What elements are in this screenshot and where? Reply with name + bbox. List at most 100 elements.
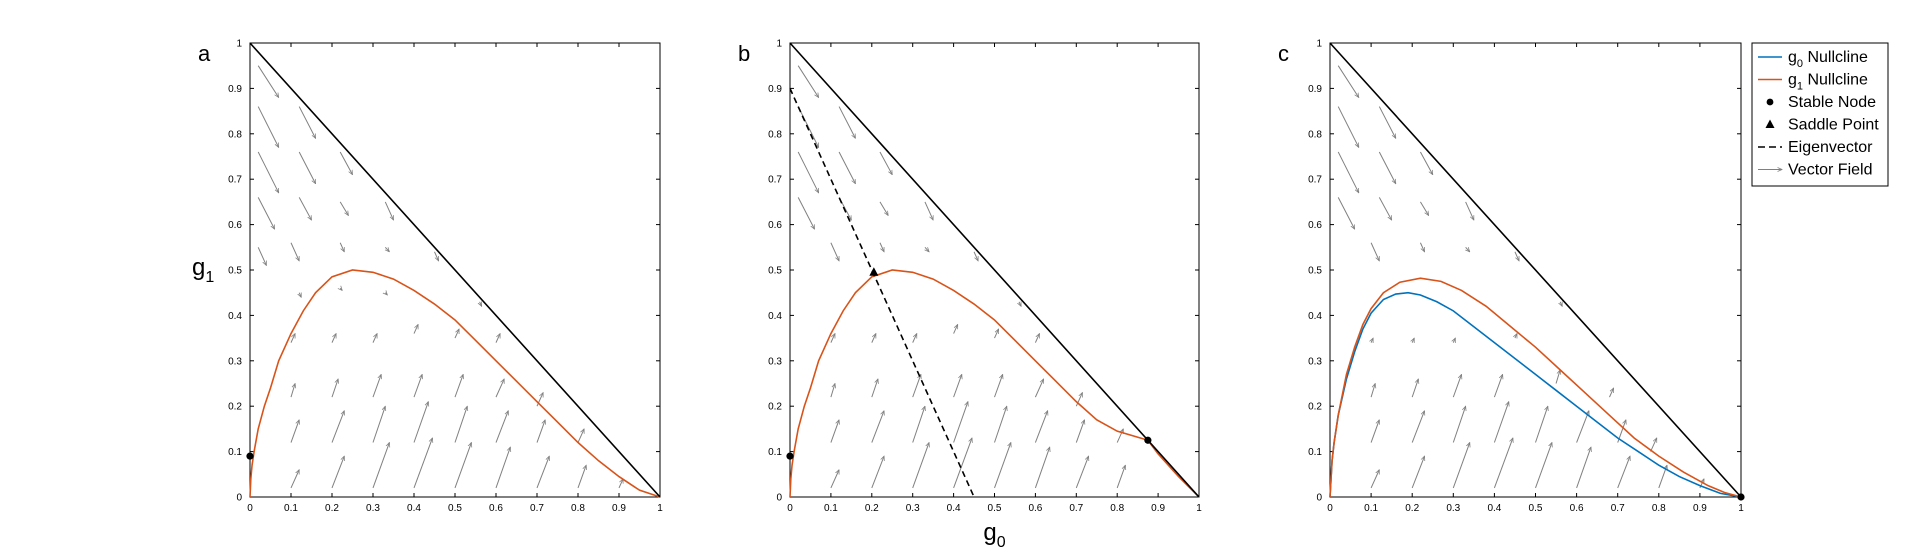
x-tick-label: 0.6 [1570, 503, 1584, 514]
vector-arrow [1493, 402, 1508, 443]
vector-arrow [1034, 379, 1045, 398]
x-tick-label: 0 [787, 503, 793, 514]
vector-arrow [797, 65, 818, 98]
vector-arrow [413, 438, 432, 489]
vector-arrow [830, 384, 835, 398]
vector-arrow [912, 374, 921, 398]
vector-arrow [331, 411, 344, 443]
y-tick-label: 0.1 [228, 447, 242, 458]
legend-dot-icon [1766, 98, 1774, 106]
vector-arrow [1617, 456, 1630, 489]
vector-arrow [1371, 338, 1374, 343]
vector-arrow [1515, 334, 1518, 339]
y-tick-label: 0.6 [1308, 220, 1322, 231]
vector-arrow [1419, 242, 1425, 252]
vector-arrow [1034, 447, 1049, 489]
vector-arrow [1650, 438, 1658, 452]
y-tick-label: 0.7 [228, 175, 242, 186]
series-boundary [789, 42, 1200, 498]
vector-arrow [577, 429, 585, 443]
x-tick-label: 0.2 [865, 503, 879, 514]
vector-arrow [871, 456, 884, 489]
x-tick-label: 0.8 [1652, 503, 1666, 514]
vector-arrow [830, 420, 839, 443]
series-g1-nullcline [1329, 277, 1742, 498]
vector-arrow [1370, 384, 1375, 398]
vector-arrow [1535, 443, 1552, 489]
vector-arrow [372, 334, 378, 343]
vector-arrow [1452, 406, 1465, 443]
vector-arrow [495, 447, 510, 489]
vector-arrow [339, 151, 352, 175]
y-tick-label: 0.4 [228, 311, 242, 322]
x-tick-label: 0 [1327, 503, 1333, 514]
vector-arrow [299, 293, 302, 298]
y-tick-label: 0.2 [768, 402, 782, 413]
vector-arrow [339, 201, 348, 216]
vector-arrow [1337, 197, 1356, 229]
vector-arrow [1576, 447, 1591, 489]
y-tick-label: 0.1 [768, 447, 782, 458]
vector-arrow [1075, 393, 1083, 407]
vector-arrow [290, 384, 295, 398]
vector-field [257, 65, 624, 489]
vector-arrow [871, 379, 878, 398]
vector-arrow [331, 456, 344, 489]
vector-arrow [331, 379, 338, 398]
vector-arrow [994, 329, 1000, 339]
vector-arrow [1370, 420, 1379, 443]
vector-arrow [879, 201, 888, 216]
vector-arrow [1370, 242, 1380, 261]
vector-arrow [372, 374, 381, 398]
stable-node-marker [246, 452, 254, 460]
vector-arrow [994, 406, 1007, 443]
legend-entry-eigenvector: Eigenvector [1758, 139, 1873, 156]
saddle-point-marker [869, 267, 879, 276]
y-tick-label: 0.5 [228, 266, 242, 277]
vector-arrow [385, 293, 387, 295]
vector-arrow [454, 329, 460, 339]
y-tick-label: 0.7 [1308, 175, 1322, 186]
vector-arrow [290, 470, 300, 489]
vector-arrow [413, 402, 428, 443]
vector-arrow [495, 379, 505, 398]
vector-arrow [340, 288, 342, 290]
y-tick-label: 0.8 [1308, 129, 1322, 140]
legend-entry-vector-field: Vector Field [1758, 162, 1872, 179]
vector-arrow [1034, 411, 1047, 443]
vector-arrow [257, 65, 279, 98]
vector-arrow [1419, 151, 1432, 175]
vector-arrow [290, 420, 299, 443]
vector-arrow [1378, 106, 1397, 139]
vector-arrow [290, 242, 300, 261]
vector-arrow [1370, 470, 1380, 489]
x-tick-label: 0.1 [824, 503, 838, 514]
vector-arrow [1452, 374, 1461, 398]
x-tick-label: 0.8 [571, 503, 585, 514]
legend-triangle-icon [1765, 119, 1775, 128]
panel-label: c [1278, 41, 1289, 66]
x-tick-label: 0.2 [1405, 503, 1419, 514]
y-tick-label: 0.1 [1308, 447, 1322, 458]
vector-arrow [1535, 406, 1548, 443]
vector-arrow [912, 406, 925, 443]
series-boundary [249, 42, 661, 498]
vector-arrow [454, 406, 467, 443]
x-tick-label: 0.7 [1069, 503, 1083, 514]
vector-arrow [879, 151, 893, 175]
vector-arrow [1493, 374, 1502, 398]
vector-arrow [1075, 456, 1088, 489]
vector-arrow [454, 374, 463, 398]
vector-arrow [1378, 151, 1397, 184]
vector-arrow [994, 374, 1003, 398]
vector-arrow [912, 443, 929, 489]
vector-arrow [953, 438, 972, 489]
vector-arrow [879, 242, 885, 252]
x-tick-label: 0.5 [988, 503, 1002, 514]
vector-arrow [994, 443, 1011, 489]
x-tick-label: 0.3 [906, 503, 920, 514]
vector-arrow [973, 251, 979, 261]
y-tick-label: 0.4 [1308, 311, 1322, 322]
vector-arrow [830, 242, 840, 261]
y-tick-label: 0 [236, 493, 242, 504]
